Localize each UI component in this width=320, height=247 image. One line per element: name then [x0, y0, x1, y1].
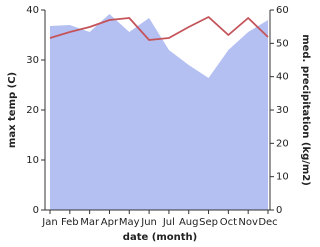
x-tick-label: May	[119, 217, 140, 228]
x-tick-label: Dec	[258, 217, 277, 228]
x-tick-label: Aug	[179, 217, 199, 228]
y-tick-label: 10	[26, 155, 39, 166]
y2-tick-label: 0	[276, 205, 282, 216]
y-tick-label: 40	[26, 5, 39, 16]
x-tick-label: Jun	[140, 217, 157, 228]
y2-tick-label: 60	[276, 5, 289, 16]
x-tick-label: Jan	[41, 217, 57, 228]
x-tick-label: Sep	[199, 217, 218, 228]
x-tick-label: Apr	[101, 217, 119, 228]
x-tick-label: Nov	[238, 217, 258, 228]
y2-tick-label: 50	[276, 38, 289, 49]
y2-tick-label: 30	[276, 105, 289, 116]
x-axis-title: date (month)	[123, 232, 197, 243]
x-tick-label: Oct	[220, 217, 237, 228]
x-tick-label: Mar	[80, 217, 100, 228]
y2-tick-label: 40	[276, 72, 289, 83]
y-tick-label: 20	[26, 105, 39, 116]
temperature-line	[49, 16, 269, 41]
y2-tick-label: 20	[276, 138, 289, 149]
precipitation-area	[50, 14, 268, 210]
x-tick-label: Jul	[162, 217, 175, 228]
y2-axis-title: med. precipitation (kg/m2)	[300, 34, 311, 186]
y2-tick-label: 10	[276, 172, 289, 183]
y-tick-label: 0	[33, 205, 39, 216]
y-axis-title: max temp (C)	[7, 72, 18, 148]
y-tick-label: 30	[26, 55, 39, 66]
x-tick-label: Feb	[61, 217, 79, 228]
